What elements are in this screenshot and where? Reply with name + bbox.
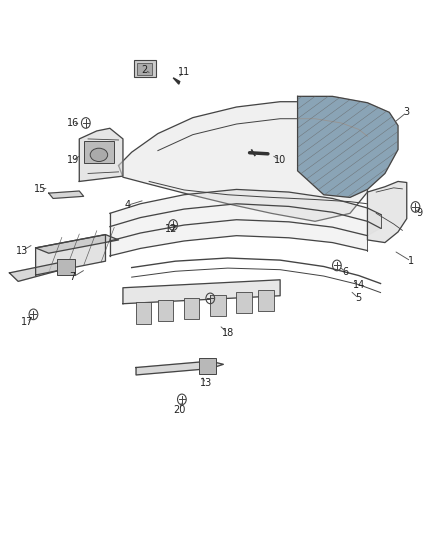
Text: 10: 10 [274,155,286,165]
Bar [199,358,216,374]
Polygon shape [119,102,367,221]
Polygon shape [35,235,119,253]
Polygon shape [367,181,407,243]
Polygon shape [110,204,381,241]
Bar [210,295,226,316]
Polygon shape [297,96,398,197]
Polygon shape [10,261,75,281]
Text: 18: 18 [222,328,234,338]
Bar [184,297,199,319]
Text: 20: 20 [173,405,186,415]
Polygon shape [297,96,398,197]
FancyBboxPatch shape [134,60,155,77]
Bar [136,302,151,324]
Text: 17: 17 [21,317,33,327]
Text: 15: 15 [34,184,46,195]
Polygon shape [35,235,106,275]
Text: 7: 7 [70,272,76,282]
Text: 3: 3 [404,107,410,117]
Text: 2: 2 [141,65,148,75]
Text: 11: 11 [178,68,190,77]
Text: 13: 13 [200,378,212,389]
Polygon shape [79,128,123,181]
Bar [57,259,75,275]
Polygon shape [110,220,367,256]
Polygon shape [49,191,84,198]
Text: 16: 16 [67,118,79,128]
Bar [84,141,114,163]
Polygon shape [123,280,280,304]
Bar [158,300,173,321]
Text: 12: 12 [165,224,177,235]
Bar [237,292,252,313]
Bar [137,63,152,75]
Text: 13: 13 [16,246,28,255]
Text: 5: 5 [356,293,362,303]
Bar [258,290,274,311]
Polygon shape [173,78,180,84]
Text: 9: 9 [417,208,423,219]
Text: 19: 19 [67,155,79,165]
Text: 4: 4 [124,200,131,211]
Polygon shape [136,361,223,375]
Text: 14: 14 [353,280,365,290]
Text: 6: 6 [343,267,349,277]
Ellipse shape [90,148,108,161]
Text: 1: 1 [408,256,414,266]
Polygon shape [110,189,381,228]
